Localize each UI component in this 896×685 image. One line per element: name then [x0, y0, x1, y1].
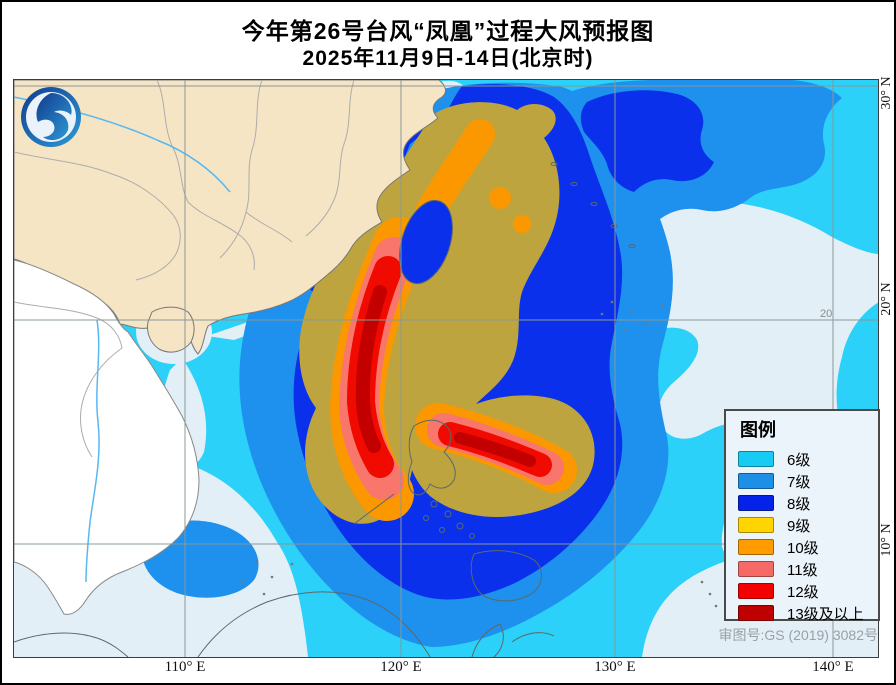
- legend-item-12: 12级: [738, 580, 878, 602]
- lat-label-10n: 10° N: [879, 523, 894, 557]
- lon-label-110e: 110° E: [164, 659, 206, 675]
- legend-item-6: 6级: [738, 448, 878, 470]
- legend-swatch-9: [738, 517, 774, 533]
- legend-item-7: 7级: [738, 470, 878, 492]
- page-subtitle: 2025年11月9日-14日(北京时): [302, 47, 594, 70]
- legend-swatch-7: [738, 473, 774, 489]
- legend-item-13: 13级及以上: [738, 602, 878, 624]
- legend-swatch-13: [738, 605, 774, 621]
- legend-swatch-11: [738, 561, 774, 577]
- indochina-landmass: [14, 259, 200, 615]
- legend-item-9: 9级: [738, 514, 878, 536]
- hainan-island: [147, 306, 195, 353]
- lat-label-30n: 30° N: [879, 76, 894, 110]
- map-review-number: 审图号:GS (2019) 3082号: [718, 627, 878, 643]
- legend-item-11: 11级: [738, 558, 878, 580]
- legend-item-10: 10级: [738, 536, 878, 558]
- legend-swatch-12: [738, 583, 774, 599]
- legend-swatch-6: [738, 451, 774, 467]
- page-title: 今年第26号台风“凤凰”过程大风预报图: [241, 18, 655, 44]
- legend-item-8: 8级: [738, 492, 878, 514]
- wind-core-bands: [330, 119, 577, 521]
- legend-swatch-8: [738, 495, 774, 511]
- lon-label-130e: 130° E: [594, 659, 636, 675]
- legend-title: 图例: [740, 420, 776, 440]
- lon-label-140e: 140° E: [812, 659, 854, 675]
- island-outlines: [14, 162, 718, 657]
- graticule-inline-label: 20: [820, 308, 832, 320]
- legend-box: 图例 6级 7级 8级 9级 10级 11级 12级 13级及以上: [724, 409, 880, 624]
- legend-swatch-10: [738, 539, 774, 555]
- lon-label-120e: 120° E: [380, 659, 422, 675]
- taiwan-island: [399, 199, 453, 285]
- lat-label-20n: 20° N: [879, 282, 894, 316]
- cma-logo: [21, 87, 81, 147]
- cma-logo-swirl: [36, 93, 72, 141]
